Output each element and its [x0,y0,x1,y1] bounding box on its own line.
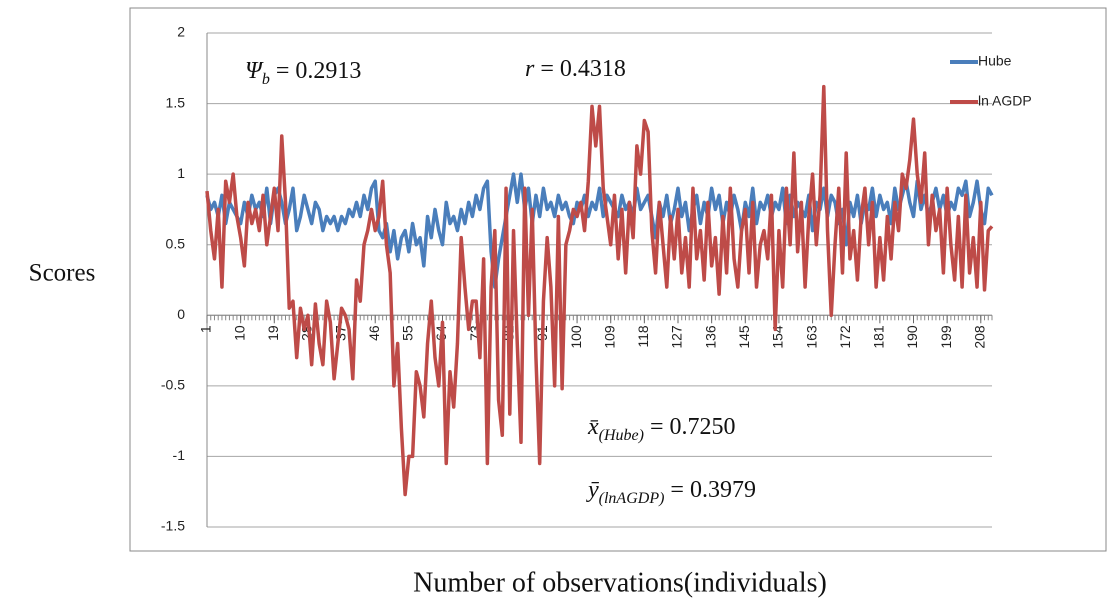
annotation-subscript: b [262,71,270,88]
x-tick-label: 100 [568,325,584,349]
legend-label: Hube [978,53,1012,69]
annotation-subscript: (Hube) [599,427,644,444]
x-tick-label: 199 [938,325,954,349]
annotation-symbol: ȳ [586,477,599,503]
annotation-symbol: Ψ [245,58,264,84]
x-tick-label: 145 [736,325,752,349]
y-tick-label: 1.5 [166,94,186,110]
annotation-value: = 0.3979 [664,477,756,503]
y-axis-label: Scores [29,260,96,287]
x-tick-label: 208 [971,325,987,349]
y-tick-label: -0.5 [161,377,185,393]
x-tick-label: 118 [635,325,651,348]
series-line [205,84,994,497]
annotation: Ψb = 0.2913 [245,58,361,88]
x-tick-label: 163 [803,325,819,349]
annotation-value: = 0.2913 [270,58,362,84]
x-tick-label: 154 [770,325,786,349]
x-tick-label: 46 [366,325,382,341]
y-tick-label: -1.5 [161,518,185,534]
x-tick-label: 136 [702,325,718,349]
x-tick-label: 1 [198,325,214,333]
annotation: x̄(Hube) = 0.7250 [587,414,736,444]
annotation-value: = 0.4318 [534,56,626,82]
y-tick-label: 2 [177,24,185,40]
chart-frame [129,7,1107,552]
x-tick-label: 172 [837,325,853,349]
legend-label: ln AGDP [978,93,1032,109]
y-tick-label: -1 [173,447,186,463]
x-tick-label: 10 [231,325,247,341]
y-tick-label: 0.5 [166,235,186,251]
y-tick-label: 0 [177,306,185,322]
x-tick-label: 190 [904,325,920,349]
annotation-value: = 0.7250 [644,414,736,440]
x-axis-label: Number of observations(individuals) [413,567,827,598]
annotation-symbol: r [525,56,535,82]
x-tick-label: 181 [871,325,887,349]
y-tick-label: 1 [177,165,185,181]
x-tick-label: 109 [601,325,617,349]
annotation: ȳ(lnAGDP) = 0.3979 [586,477,756,507]
x-tick-label: 127 [669,325,685,349]
annotation-subscript: (lnAGDP) [599,490,665,507]
x-tick-label: 19 [265,325,281,341]
annotation: r = 0.4318 [525,56,626,82]
x-tick-label: 55 [400,325,416,341]
annotation-symbol: x̄ [587,414,599,440]
